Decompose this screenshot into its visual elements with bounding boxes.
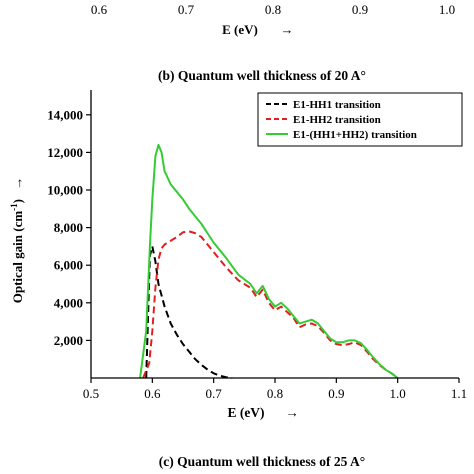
y-axis-label-sup: -1 bbox=[9, 203, 19, 211]
legend-label-e1-hh1-hh2: E1-(HH1+HH2) transition bbox=[293, 129, 417, 141]
y-tick-label: 14,000 bbox=[47, 107, 83, 122]
x-tick-label: 0.7 bbox=[206, 386, 223, 401]
top-tick-label: 0.7 bbox=[178, 2, 195, 17]
series-line-1 bbox=[142, 230, 399, 379]
y-ticks: 2,000 4,000 6,000 8,000 10,000 12,000 14,000 bbox=[47, 107, 91, 348]
x-tick-label: 0.8 bbox=[267, 386, 283, 401]
y-tick-label: 8,000 bbox=[54, 220, 83, 235]
x-axis-label-arrow: → bbox=[285, 405, 299, 420]
x-tick-label: 0.5 bbox=[83, 386, 99, 401]
top-tick-label: 0.9 bbox=[352, 2, 368, 17]
series-line-0 bbox=[145, 245, 233, 379]
x-tick-label: 0.6 bbox=[144, 386, 161, 401]
y-tick-label: 6,000 bbox=[54, 258, 83, 273]
optical-gain-chart: 0.5 0.6 0.7 0.8 0.9 1.0 1.1 2,000 4,000 6,000 8,0… bbox=[9, 90, 467, 420]
caption-b: (b) Quantum well thickness of 20 A° bbox=[158, 68, 366, 83]
legend-label-e1-hh2: E1-HH2 transition bbox=[293, 114, 381, 126]
series-layer bbox=[139, 143, 399, 379]
top-xlabel: E (eV) bbox=[222, 22, 258, 37]
legend-box bbox=[257, 92, 463, 147]
series-line-2 bbox=[139, 143, 399, 379]
top-tick-label: 0.6 bbox=[91, 2, 108, 17]
x-tick-label: 0.9 bbox=[328, 386, 344, 401]
y-axis-label-main: Optical gain (cm bbox=[10, 211, 25, 304]
x-axis-label: E (eV) bbox=[227, 405, 264, 420]
y-tick-label: 4,000 bbox=[54, 295, 83, 310]
legend: E1-HH1 transition E1-HH2 transition E1-(… bbox=[257, 92, 463, 147]
top-tick-label: 1.0 bbox=[439, 2, 455, 17]
y-axis-label: Optical gain (cm-1) → bbox=[9, 177, 25, 304]
top-tick-label: 0.8 bbox=[265, 2, 281, 17]
y-tick-label: 2,000 bbox=[54, 333, 83, 348]
x-tick-label: 1.0 bbox=[390, 386, 406, 401]
caption-c: (c) Quantum well thickness of 25 A° bbox=[159, 454, 365, 469]
legend-label-e1-hh1: E1-HH1 transition bbox=[293, 99, 381, 111]
y-axis-label-arrow: → bbox=[10, 177, 25, 190]
y-axis-label-close: ) bbox=[10, 199, 25, 203]
top-fragment: 0.6 0.7 0.8 0.9 1.0 E (eV) → bbox=[91, 2, 455, 37]
top-xlabel-arrow: → bbox=[281, 22, 294, 37]
x-ticks: 0.5 0.6 0.7 0.8 0.9 1.0 1.1 bbox=[83, 378, 467, 401]
x-tick-label: 1.1 bbox=[451, 386, 467, 401]
y-tick-label: 10,000 bbox=[47, 183, 83, 198]
y-tick-label: 12,000 bbox=[47, 145, 83, 160]
